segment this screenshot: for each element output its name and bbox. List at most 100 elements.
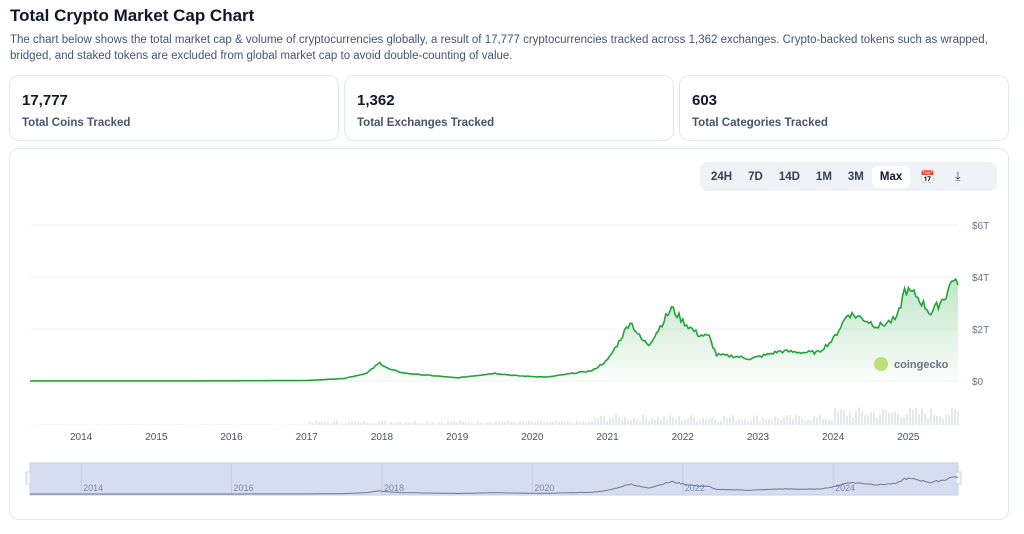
volume-bar <box>591 421 593 425</box>
volume-bar <box>576 420 578 425</box>
volume-bar <box>663 416 665 425</box>
volume-bar <box>438 422 440 425</box>
volume-bar <box>828 419 830 425</box>
volume-bar <box>255 424 257 425</box>
volume-bar <box>363 421 365 425</box>
volume-bar <box>810 420 812 425</box>
volume-bar <box>726 418 728 425</box>
volume-bar <box>369 423 371 425</box>
volume-bar <box>657 416 659 425</box>
volume-bar <box>693 417 695 425</box>
volume-bar <box>939 416 941 425</box>
volume-bar <box>207 424 209 425</box>
volume-bar <box>270 424 272 425</box>
volume-bar <box>816 417 818 425</box>
volume-bar <box>306 424 308 425</box>
chart-card <box>9 148 1009 520</box>
volume-bar <box>312 423 314 425</box>
volume-bar <box>387 423 389 425</box>
download-icon[interactable]: ⤓ <box>955 169 961 183</box>
volume-bar <box>636 419 638 425</box>
volume-bar <box>612 418 614 425</box>
x-tick-label: 2025 <box>897 432 920 443</box>
volume-bar <box>225 424 227 425</box>
calendar-icon[interactable]: 📅 <box>920 169 936 184</box>
x-tick-label: 2023 <box>747 432 770 443</box>
volume-bar <box>633 417 635 425</box>
tab-max[interactable]: Max <box>871 165 911 188</box>
volume-bar <box>600 415 602 425</box>
volume-bar <box>747 421 749 425</box>
navigator-tick-label: 2024 <box>835 483 855 493</box>
stat-value: 1,362 <box>357 92 395 109</box>
volume-bar <box>849 411 851 425</box>
volume-bar <box>117 424 119 425</box>
volume-bar <box>921 408 923 425</box>
volume-bar <box>825 419 827 425</box>
volume-bar <box>450 422 452 425</box>
tab-1m[interactable]: 1M <box>815 170 832 183</box>
volume-bar <box>522 421 524 425</box>
stat-value: 17,777 <box>22 92 68 109</box>
volume-bar <box>645 417 647 425</box>
volume-bar <box>66 424 68 425</box>
volume-bar <box>561 420 563 425</box>
volume-bar <box>84 424 86 425</box>
x-tick-label: 2022 <box>672 432 695 443</box>
volume-bar <box>573 423 575 425</box>
volume-bar <box>471 422 473 425</box>
volume-bar <box>603 416 605 425</box>
tab-24h[interactable]: 24H <box>711 170 733 183</box>
volume-bar <box>261 424 263 425</box>
volume-bar <box>675 418 677 425</box>
tab-14d[interactable]: 14D <box>778 170 800 183</box>
volume-bar <box>567 421 569 425</box>
volume-bar <box>927 417 929 425</box>
volume-bar <box>678 415 680 425</box>
volume-bar <box>138 424 140 425</box>
volume-bar <box>654 420 656 425</box>
volume-bar <box>297 424 299 425</box>
volume-bar <box>417 423 419 425</box>
volume-bar <box>570 422 572 425</box>
volume-bar <box>447 421 449 425</box>
x-tick-label: 2016 <box>220 432 243 443</box>
volume-bar <box>924 413 926 425</box>
volume-bar <box>714 419 716 425</box>
volume-bar <box>540 420 542 425</box>
watermark: coingecko <box>894 359 949 371</box>
volume-bar <box>492 423 494 425</box>
volume-bar <box>846 415 848 425</box>
y-tick-label: $2T <box>972 325 989 336</box>
volume-bar <box>315 420 317 425</box>
volume-bar <box>951 407 953 425</box>
x-tick-label: 2024 <box>822 432 845 443</box>
volume-bar <box>855 410 857 425</box>
navigator-handle-right[interactable] <box>955 471 962 485</box>
volume-bar <box>648 421 650 425</box>
volume-bar <box>906 414 908 425</box>
volume-bar <box>54 424 56 425</box>
volume-bar <box>765 419 767 425</box>
volume-bar <box>267 424 269 425</box>
volume-bar <box>45 424 47 425</box>
volume-bar <box>528 420 530 425</box>
volume-bar <box>777 418 779 425</box>
volume-bar <box>372 423 374 425</box>
volume-bar <box>318 422 320 425</box>
volume-bar <box>615 414 617 425</box>
volume-bar <box>432 422 434 425</box>
volume-bar <box>735 420 737 425</box>
volume-bar <box>513 422 515 425</box>
stat-card-categories: 603 Total Categories Tracked <box>679 75 1009 141</box>
x-tick-label: 2017 <box>296 432 319 443</box>
volume-bar <box>309 422 311 425</box>
tab-7d[interactable]: 7D <box>748 170 763 183</box>
volume-bar <box>258 424 260 425</box>
volume-bar <box>459 420 461 425</box>
volume-bar <box>165 424 167 425</box>
volume-bar <box>930 408 932 425</box>
volume-bar <box>252 424 254 425</box>
navigator-handle-left[interactable] <box>25 471 32 485</box>
tab-3m[interactable]: 3M <box>847 170 864 183</box>
